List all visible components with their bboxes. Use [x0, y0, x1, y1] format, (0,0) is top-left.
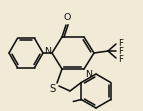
Text: N: N: [85, 70, 92, 79]
Text: F: F: [118, 39, 123, 48]
Text: N: N: [44, 48, 51, 56]
Text: O: O: [63, 13, 71, 22]
Text: S: S: [50, 84, 56, 94]
Text: F: F: [118, 47, 123, 56]
Text: F: F: [118, 55, 123, 63]
